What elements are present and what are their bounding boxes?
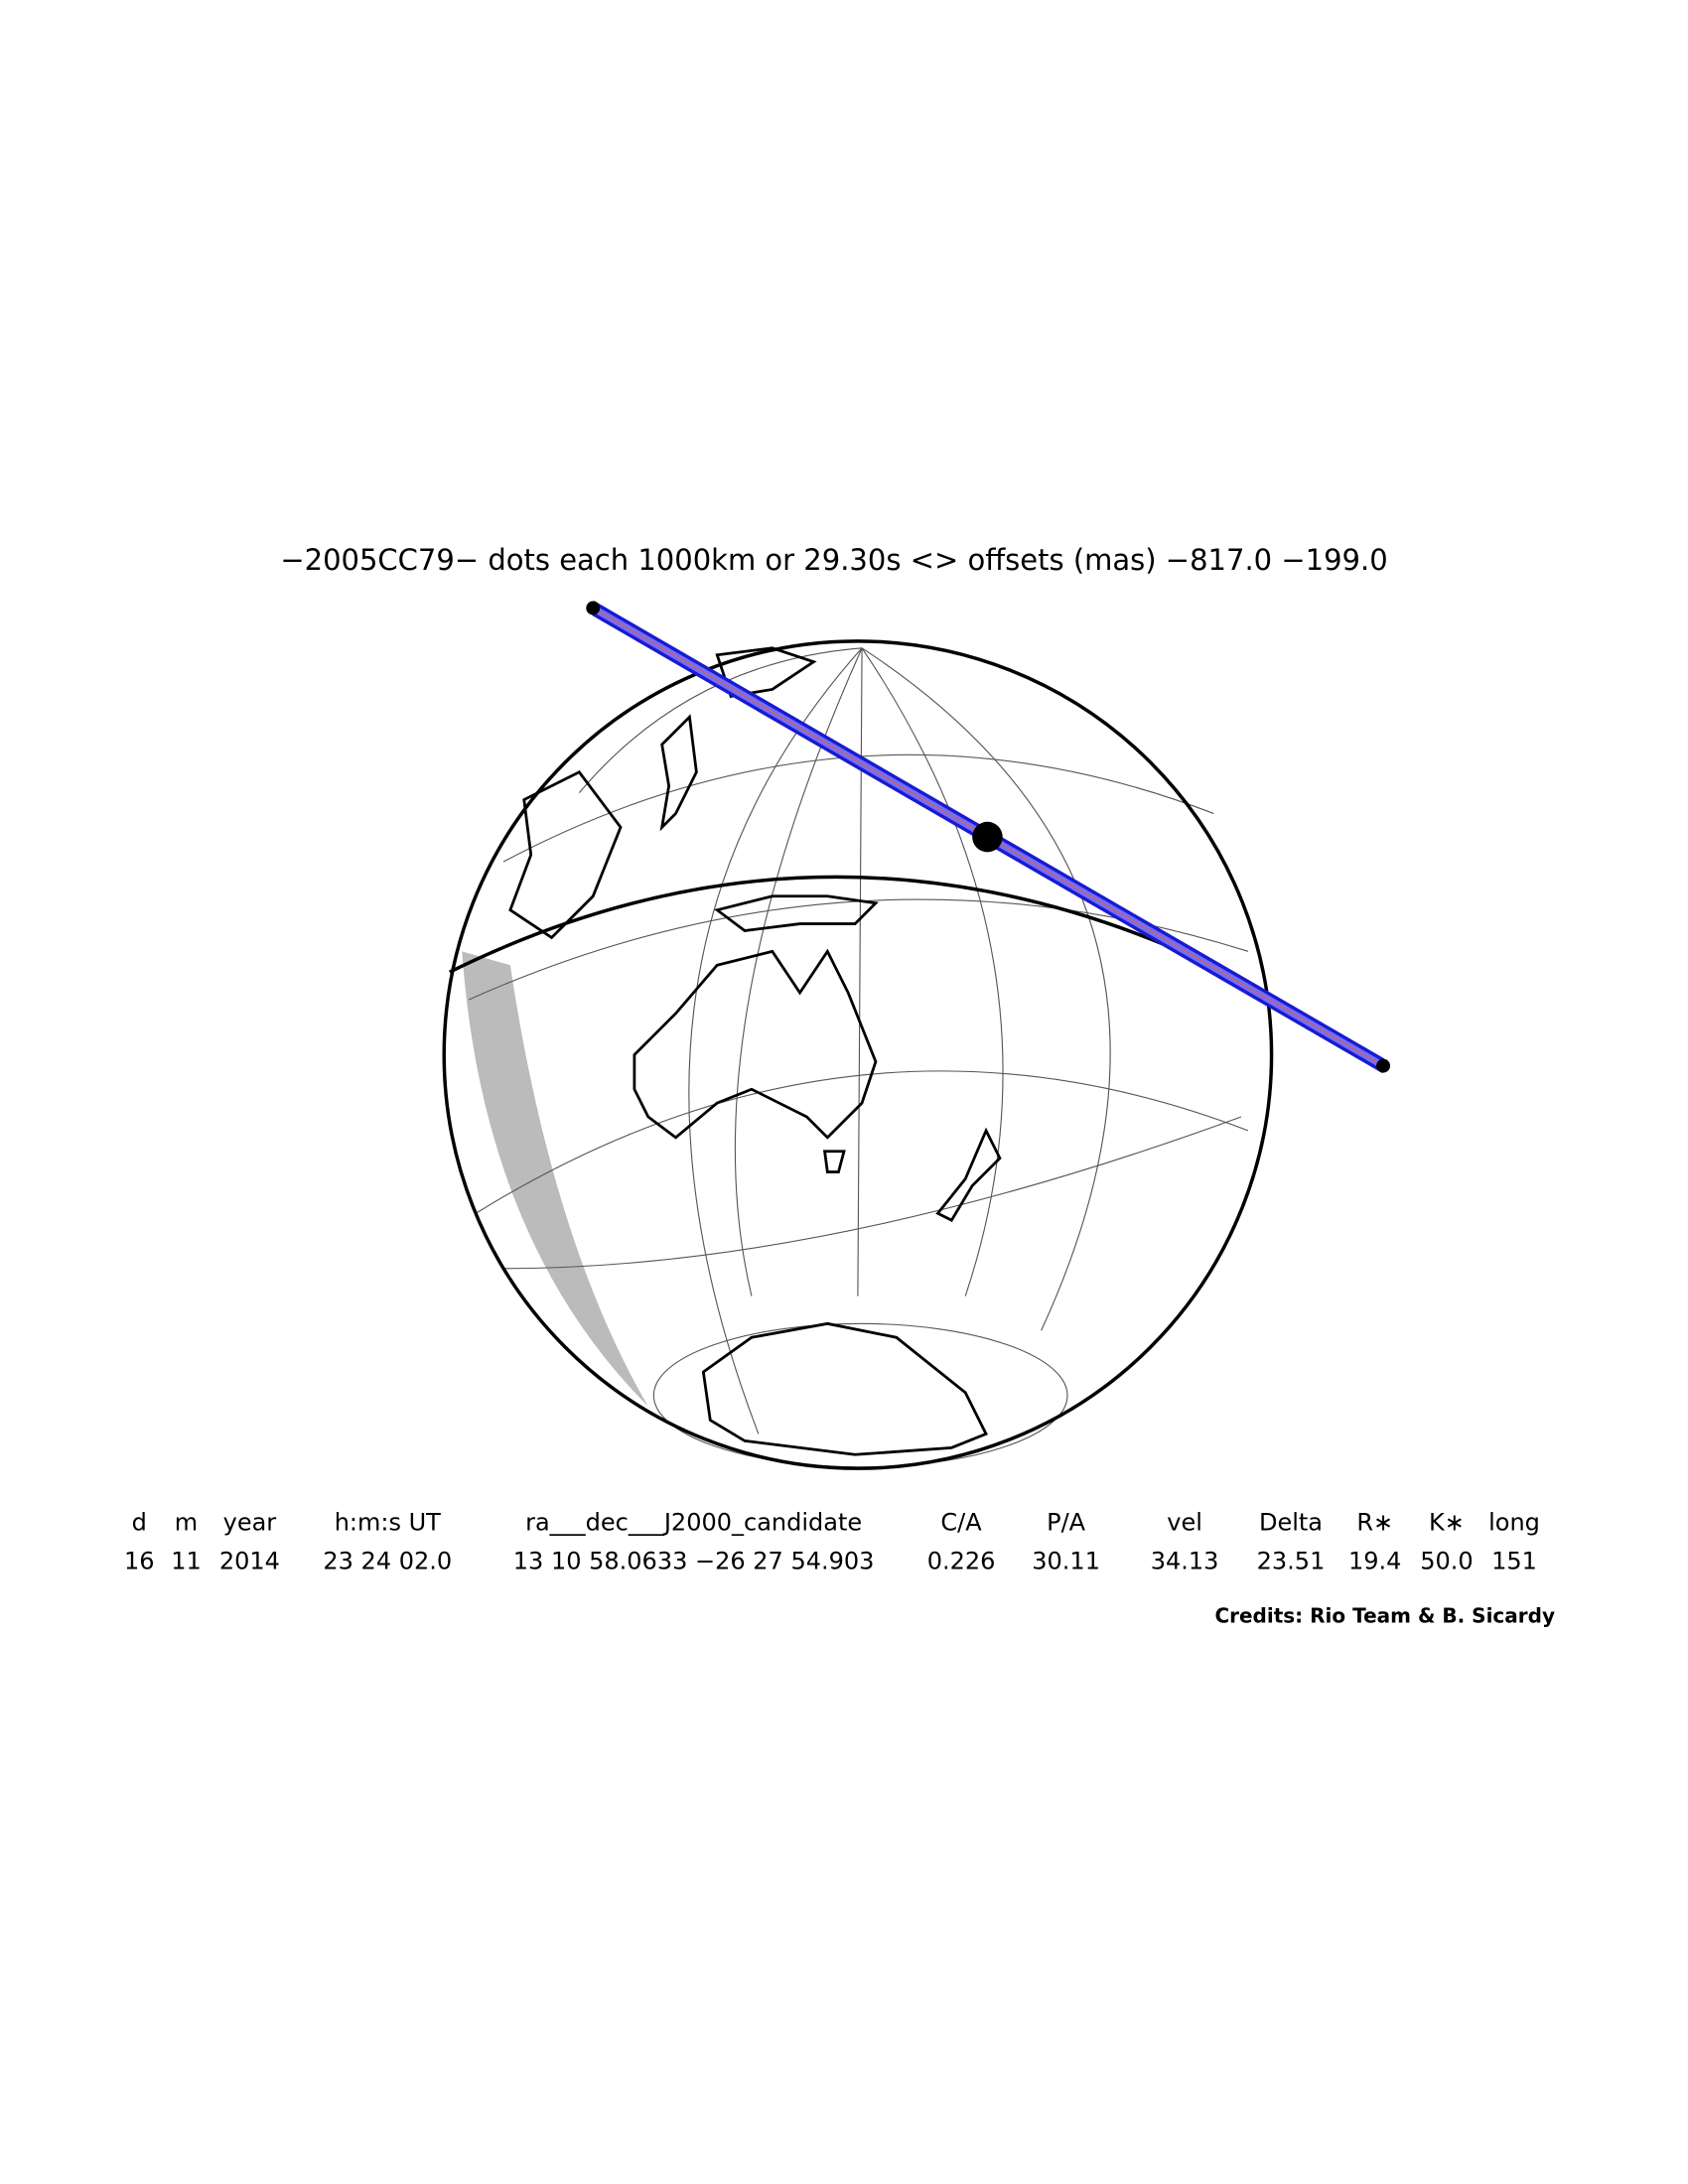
taiwan-philippines bbox=[659, 714, 698, 832]
table-header: K∗ bbox=[1429, 1509, 1465, 1537]
new-zealand bbox=[935, 1127, 1002, 1222]
globe-outline bbox=[442, 639, 1274, 1470]
meridian bbox=[688, 647, 863, 1434]
table-header: vel bbox=[1167, 1509, 1202, 1537]
track-dot bbox=[586, 601, 601, 615]
meridian bbox=[734, 647, 863, 1297]
asia-coast bbox=[508, 770, 623, 940]
new-guinea bbox=[714, 894, 879, 932]
table-cell: 34.13 bbox=[1151, 1548, 1219, 1575]
table-cell: 0.226 bbox=[927, 1548, 996, 1575]
table-header: year bbox=[223, 1509, 277, 1537]
table-header: ra___dec___J2000_candidate bbox=[525, 1509, 862, 1537]
track-dot bbox=[1376, 1058, 1391, 1073]
table-header: Delta bbox=[1259, 1509, 1323, 1537]
meridian bbox=[861, 647, 1004, 1297]
table-cell: 19.4 bbox=[1348, 1548, 1401, 1575]
table-header: P/A bbox=[1047, 1509, 1086, 1537]
table-header: C/A bbox=[940, 1509, 982, 1537]
meridian bbox=[578, 647, 863, 793]
table-header: R∗ bbox=[1356, 1509, 1393, 1537]
table-cell: 2014 bbox=[219, 1548, 280, 1575]
table-cell: 13 10 58.0633 −26 27 54.903 bbox=[513, 1548, 875, 1575]
table-cell: 23.51 bbox=[1257, 1548, 1326, 1575]
twilight-shade bbox=[462, 951, 648, 1407]
antarctica bbox=[701, 1321, 988, 1456]
table-header: m bbox=[175, 1509, 198, 1537]
parallel bbox=[475, 1070, 1249, 1214]
occultation-track bbox=[586, 601, 1391, 1073]
title: −2005CC79− dots each 1000km or 29.30s <>… bbox=[280, 543, 1387, 577]
closest-approach bbox=[972, 821, 1003, 853]
table-header: long bbox=[1488, 1509, 1540, 1537]
table-cell: 50.0 bbox=[1420, 1548, 1473, 1575]
tasmania bbox=[822, 1150, 846, 1173]
table-cell: 16 bbox=[124, 1548, 155, 1575]
credits: Credits: Rio Team & B. Sicardy bbox=[1214, 1604, 1555, 1628]
table-header: d bbox=[132, 1509, 147, 1537]
table-header: h:m:s UT bbox=[335, 1509, 441, 1537]
table-cell: 151 bbox=[1491, 1548, 1537, 1575]
parallel bbox=[502, 1116, 1242, 1270]
table-cell: 23 24 02.0 bbox=[323, 1548, 452, 1575]
australia bbox=[633, 948, 878, 1140]
table-cell: 30.11 bbox=[1032, 1548, 1100, 1575]
meridian bbox=[861, 647, 1111, 1331]
event-table: d m year h:m:s UT ra___dec___J2000_candidate… bbox=[124, 1509, 1540, 1575]
table-cell: 11 bbox=[171, 1548, 202, 1575]
globe bbox=[442, 601, 1391, 1470]
